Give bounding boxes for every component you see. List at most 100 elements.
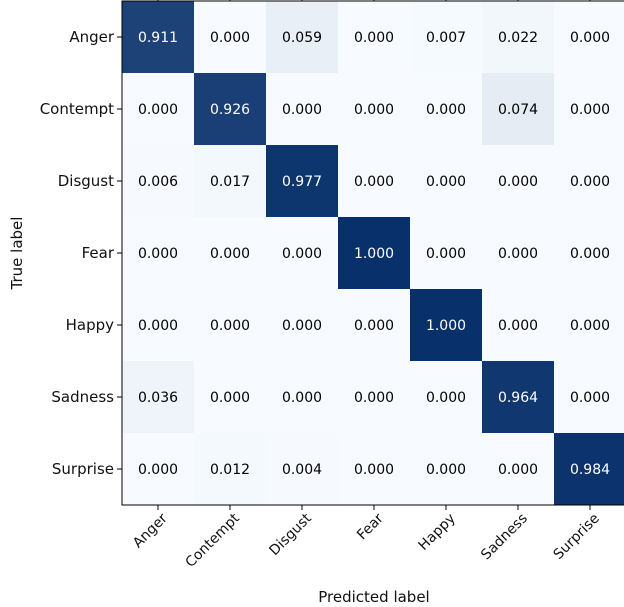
x-tick-label-disgust: Disgust [266, 510, 315, 559]
heatmap-cell-5-1 [194, 361, 266, 433]
heatmap-cell-4-6 [554, 289, 624, 361]
heatmap-cell-3-2 [266, 217, 338, 289]
cell-value-0-0: 0.911 [138, 30, 178, 46]
heatmap-cell-4-3 [338, 289, 410, 361]
cell-value-0-3: 0.000 [354, 30, 394, 46]
y-tick-label-anger: Anger [69, 28, 115, 46]
heatmap-cell-0-1 [194, 1, 266, 73]
cell-value-5-3: 0.000 [354, 390, 394, 406]
cell-value-1-2: 0.000 [282, 102, 322, 118]
cell-value-4-6: 0.000 [570, 318, 610, 334]
heatmap-cell-6-4 [410, 433, 482, 505]
heatmap-cell-1-5 [482, 73, 554, 145]
x-tick-label-anger: Anger [130, 510, 171, 551]
cell-value-2-3: 0.000 [354, 174, 394, 190]
cell-value-4-5: 0.000 [498, 318, 538, 334]
heatmap-cell-6-1 [194, 433, 266, 505]
cell-value-4-0: 0.000 [138, 318, 178, 334]
heatmap-cell-4-4 [410, 289, 482, 361]
cell-value-5-6: 0.000 [570, 390, 610, 406]
heatmap-cell-6-5 [482, 433, 554, 505]
cell-value-1-4: 0.000 [426, 102, 466, 118]
heatmap-cell-0-6 [554, 1, 624, 73]
x-tick-label-happy: Happy [416, 511, 459, 554]
cell-value-1-5: 0.074 [498, 102, 538, 118]
heatmap-cell-5-6 [554, 361, 624, 433]
cell-value-3-5: 0.000 [498, 246, 538, 262]
cell-value-0-1: 0.000 [210, 30, 250, 46]
heatmap-cell-0-0 [122, 1, 194, 73]
cell-value-6-4: 0.000 [426, 462, 466, 478]
heatmap-cell-3-0 [122, 217, 194, 289]
heatmap-cell-0-3 [338, 1, 410, 73]
cell-value-2-0: 0.006 [138, 174, 178, 190]
cell-value-5-4: 0.000 [426, 390, 466, 406]
cell-value-4-1: 0.000 [210, 318, 250, 334]
cell-value-3-0: 0.000 [138, 246, 178, 262]
heatmap-cell-5-3 [338, 361, 410, 433]
heatmap-cell-2-2 [266, 145, 338, 217]
heatmap-cell-3-6 [554, 217, 624, 289]
cell-value-6-6: 0.984 [570, 462, 610, 478]
heatmap-cell-1-0 [122, 73, 194, 145]
heatmap-cell-6-6 [554, 433, 624, 505]
cell-value-3-3: 1.000 [354, 246, 394, 262]
cell-value-1-0: 0.000 [138, 102, 178, 118]
heatmap-cell-2-1 [194, 145, 266, 217]
heatmap-cell-4-1 [194, 289, 266, 361]
cell-value-0-6: 0.000 [570, 30, 610, 46]
heatmap-cells [122, 1, 624, 505]
x-tick-label-sadness: Sadness [478, 511, 531, 564]
heatmap-cell-5-2 [266, 361, 338, 433]
heatmap-cell-2-6 [554, 145, 624, 217]
cell-value-6-3: 0.000 [354, 462, 394, 478]
cell-value-6-0: 0.000 [138, 462, 178, 478]
heatmap-cell-1-1 [194, 73, 266, 145]
cell-value-2-6: 0.000 [570, 174, 610, 190]
x-axis-label: Predicted label [318, 588, 429, 606]
y-tick-label-disgust: Disgust [58, 172, 114, 190]
cell-value-3-1: 0.000 [210, 246, 250, 262]
heatmap-cell-6-0 [122, 433, 194, 505]
heatmap-cell-2-5 [482, 145, 554, 217]
heatmap-cell-0-5 [482, 1, 554, 73]
heatmap-cell-3-4 [410, 217, 482, 289]
heatmap-cell-1-4 [410, 73, 482, 145]
cell-value-5-1: 0.000 [210, 390, 250, 406]
cell-value-0-4: 0.007 [426, 30, 466, 46]
heatmap-cell-0-2 [266, 1, 338, 73]
cell-value-2-1: 0.017 [210, 174, 250, 190]
heatmap-cell-2-0 [122, 145, 194, 217]
heatmap-cell-3-5 [482, 217, 554, 289]
cell-value-4-2: 0.000 [282, 318, 322, 334]
heatmap-cell-0-4 [410, 1, 482, 73]
heatmap-cell-1-6 [554, 73, 624, 145]
heatmap-cell-4-5 [482, 289, 554, 361]
cell-value-5-0: 0.036 [138, 390, 178, 406]
cell-value-labels: 0.911 0.000 0.059 0.000 0.007 0.022 0.000 0.000… [138, 30, 610, 478]
cell-value-3-4: 0.000 [426, 246, 466, 262]
y-axis-label: True label [8, 217, 26, 291]
heatmap-cell-3-3 [338, 217, 410, 289]
cell-value-6-5: 0.000 [498, 462, 538, 478]
cell-value-1-1: 0.926 [210, 102, 250, 118]
cell-value-3-6: 0.000 [570, 246, 610, 262]
cell-value-1-6: 0.000 [570, 102, 610, 118]
cell-value-4-3: 0.000 [354, 318, 394, 334]
y-tick-label-contempt: Contempt [40, 100, 114, 118]
heatmap-cell-1-3 [338, 73, 410, 145]
heatmap-cell-6-3 [338, 433, 410, 505]
heatmap-cell-3-1 [194, 217, 266, 289]
cell-value-2-2: 0.977 [282, 174, 322, 190]
x-tick-label-surprise: Surprise [551, 511, 603, 563]
cell-value-6-2: 0.004 [282, 462, 322, 478]
cell-value-4-4: 1.000 [426, 318, 466, 334]
heatmap-cell-2-4 [410, 145, 482, 217]
y-tick-label-surprise: Surprise [52, 460, 114, 478]
cell-value-3-2: 0.000 [282, 246, 322, 262]
cell-value-2-4: 0.000 [426, 174, 466, 190]
cell-value-1-3: 0.000 [354, 102, 394, 118]
cell-value-0-2: 0.059 [282, 30, 322, 46]
heatmap-cell-6-2 [266, 433, 338, 505]
